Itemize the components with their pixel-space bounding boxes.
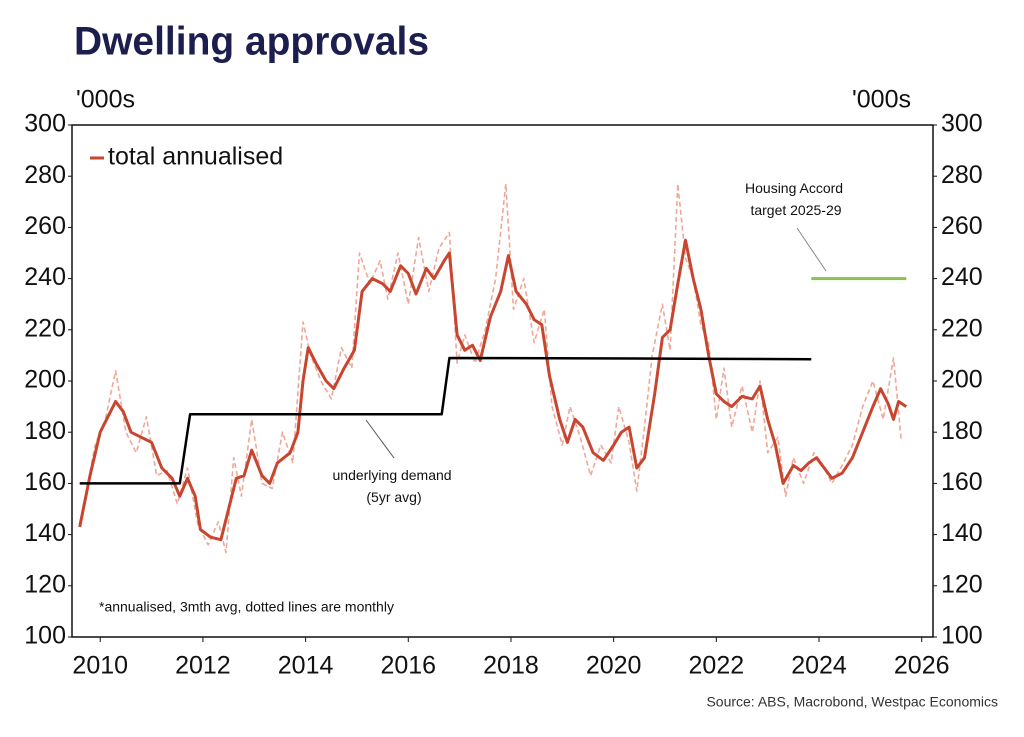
y-tick-label: 260 [24, 212, 66, 240]
y-tick-label-right: 200 [941, 366, 983, 394]
leader-line [796, 227, 827, 272]
y-tick-label: 160 [24, 468, 66, 496]
y-tick-label-right: 120 [941, 570, 983, 598]
y-tick-label: 140 [24, 519, 66, 547]
x-tick-label: 2026 [894, 652, 950, 680]
series-line [78, 183, 902, 554]
annotation-line: Housing Accord [745, 180, 843, 196]
y-tick-label: 180 [24, 417, 66, 445]
y-tick-label-right: 180 [941, 417, 983, 445]
y-tick-label-right: 240 [941, 263, 983, 291]
x-tick-label: 2012 [175, 652, 231, 680]
source: Source: ABS, Macrobond, Westpac Economic… [706, 694, 998, 710]
x-tick-label: 2016 [380, 652, 436, 680]
x-tick-label: 2014 [278, 652, 334, 680]
annotation-line: (5yr avg) [366, 489, 421, 505]
y-tick-label: 200 [24, 366, 66, 394]
y-tick-label-right: 300 [941, 110, 983, 138]
y-tick-label: 220 [24, 314, 66, 342]
x-tick-label: 2022 [689, 652, 745, 680]
leader-line [365, 419, 395, 459]
x-tick-label: 2018 [483, 652, 539, 680]
series-line [78, 238, 908, 542]
y-tick-label-right: 260 [941, 212, 983, 240]
x-tick-label: 2010 [72, 652, 128, 680]
y-tick-label: 240 [24, 263, 66, 291]
x-tick-label: 2024 [791, 652, 847, 680]
x-tick-label: 2020 [586, 652, 642, 680]
footnote: *annualised, 3mth avg, dotted lines are … [99, 599, 394, 615]
y-tick-label-right: 220 [941, 314, 983, 342]
annotation-line: target 2025-29 [750, 202, 841, 218]
y-tick-label-right: 140 [941, 519, 983, 547]
y-tick-label: 300 [24, 110, 66, 138]
annotation: underlying demand (5yr avg) [333, 467, 456, 505]
y-tick-label: 280 [24, 161, 66, 189]
y-unit-right: '000s [852, 86, 911, 114]
annotation-line: underlying demand [333, 467, 452, 483]
y-tick-label-right: 280 [941, 161, 983, 189]
y-tick-label-right: 100 [941, 622, 983, 650]
series-line [79, 356, 812, 485]
y-unit-left: '000s [76, 86, 135, 114]
annotation: Housing Accord target 2025-29 [745, 180, 847, 218]
chart-title: Dwelling approvals [74, 20, 429, 64]
legend-label: total annualised [108, 143, 283, 171]
y-tick-label-right: 160 [941, 468, 983, 496]
y-tick-label: 120 [24, 570, 66, 598]
y-tick-label: 100 [24, 622, 66, 650]
